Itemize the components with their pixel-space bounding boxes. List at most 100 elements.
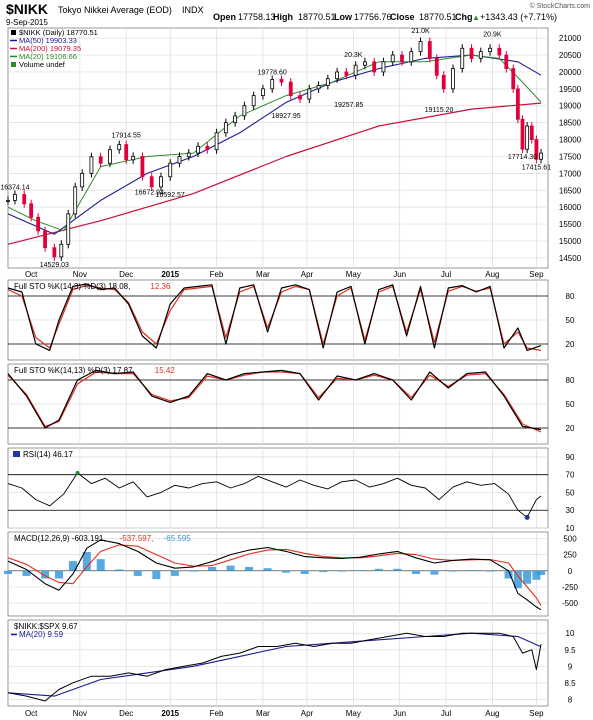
y-tick-label: 9.5 — [564, 646, 576, 655]
stochastic-panel-2: 20 50 80 Full STO %K(14,13) %D(3) 17.87, 15… — [7, 363, 575, 445]
y-tick-label: 10 — [566, 524, 575, 533]
x-axis-label: Aug — [485, 709, 499, 718]
x-axis-label: Aug — [485, 270, 499, 279]
macd-histogram-bar — [467, 570, 476, 571]
y-tick-label: 8.5 — [564, 679, 576, 688]
open-value: 17758.13 — [238, 12, 276, 22]
chart-date: 9-Sep-2015 — [6, 18, 48, 27]
y-tick-label: -250 — [562, 583, 579, 592]
price-bar-body — [270, 79, 275, 90]
y-tick-label: 50 — [566, 316, 575, 325]
macd-line — [7, 539, 542, 611]
macd-histogram-bar — [54, 570, 63, 579]
price-annotation: 16374.14 — [0, 185, 29, 192]
y-tick-label: 20500 — [559, 51, 582, 60]
rsi-oversold-marker — [524, 514, 530, 520]
legend-label-hist: -65.595 — [164, 534, 192, 543]
index-name: Tokyo Nikkei Average (EOD) — [58, 5, 172, 15]
price-annotation: 16672.94 — [135, 189, 164, 196]
x-axis-label: Sep — [529, 709, 544, 718]
y-tick-label: 19500 — [559, 85, 582, 94]
macd-panel: -500 -250 0 250 500 MACD(12,26,9) -603.191, -… — [4, 531, 579, 617]
macd-histogram-bar — [263, 568, 272, 571]
price-bar-body — [140, 156, 145, 178]
price-bar-body — [504, 54, 509, 69]
chart-panels: 14500 15000 15500 16000 16500 17000 17500 18000… — [0, 27, 582, 718]
macd-histogram-bar — [319, 570, 328, 573]
legend-label-rsi: RSI(14) 46.17 — [23, 450, 73, 459]
price-bar-body — [363, 61, 367, 66]
y-tick-label: 30 — [566, 506, 575, 515]
price-bar-body — [515, 88, 520, 120]
macd-histogram-bar — [41, 570, 50, 579]
x-axis-label: Feb — [210, 270, 224, 279]
x-axis-label: May — [346, 270, 361, 279]
price-bar-body — [525, 125, 530, 150]
chg-label: Chg — [455, 12, 473, 22]
price-bar-body — [117, 144, 122, 151]
legend-label-ma20: MA(20) 19106.66 — [19, 52, 77, 61]
low-value: 17756.76 — [354, 12, 392, 22]
price-bar-body — [478, 51, 483, 59]
price-bar-body — [43, 230, 47, 249]
macd-histogram-bar — [68, 561, 77, 571]
x-axis-label: Mar — [256, 709, 270, 718]
price-bar-body — [80, 172, 85, 188]
price-bar-body — [131, 156, 136, 161]
y-tick-label: 500 — [563, 534, 577, 543]
high-value: 18770.51 — [298, 12, 336, 22]
macd-histogram-bar — [393, 568, 402, 571]
price-bar-body — [511, 68, 516, 90]
macd-histogram-bar — [411, 570, 420, 574]
macd-histogram-bar — [504, 570, 513, 579]
macd-histogram-bar — [337, 570, 346, 572]
x-axis-label: Mar — [256, 270, 270, 279]
legend-label-ratio: $NIKK:$SPX 9.67 — [14, 622, 78, 631]
legend-label-ma200: MA(200) 19079.35 — [19, 44, 81, 53]
x-axis-label: May — [346, 709, 361, 718]
y-tick-label: 8 — [568, 695, 573, 704]
macd-histogram-bar — [430, 570, 439, 575]
legend-swatch — [11, 62, 16, 67]
macd-histogram-bar — [189, 570, 198, 572]
price-bar-body — [520, 118, 525, 150]
sto-d-line — [7, 371, 542, 433]
y-tick-label: 16000 — [559, 203, 582, 212]
price-bar-body — [451, 68, 455, 90]
legend-label-macd: MACD(12,26,9) -603.191, — [14, 534, 106, 543]
x-axis-label: Apr — [301, 270, 314, 279]
macd-histogram-bar — [170, 570, 179, 576]
y-tick-label: 19000 — [559, 102, 582, 111]
price-bar-body — [400, 54, 404, 63]
price-bar-body — [168, 162, 173, 178]
price-bar-body — [233, 115, 238, 124]
watermark: © StockCharts.com — [530, 2, 591, 10]
y-tick-label: 50 — [566, 400, 575, 409]
price-bar-body — [344, 71, 349, 76]
legend-label-k: Full STO %K(14,13) %D(3) 17.87, — [14, 366, 135, 375]
macd-histogram-bar — [532, 570, 541, 580]
price-bar-body — [98, 156, 103, 164]
panel-frame — [7, 27, 549, 269]
legend-swatch — [11, 30, 16, 35]
price-bar-body — [214, 132, 219, 151]
price-bar-body — [469, 47, 474, 59]
price-annotation: 21.0K — [411, 28, 430, 35]
ratio-line — [7, 632, 542, 702]
x-axis-label: Jun — [393, 270, 406, 279]
macd-histogram-bar — [374, 568, 383, 571]
x-axis-label: Apr — [301, 709, 314, 718]
price-bar-body — [381, 61, 386, 73]
y-tick-label: 20 — [566, 340, 575, 349]
price-bar-body — [307, 88, 312, 100]
price-annotation: 17415.61 — [522, 164, 551, 171]
price-bar-body — [89, 156, 94, 174]
high-label: High — [273, 12, 293, 22]
price-bar-body — [205, 145, 210, 151]
price-annotation: 19257.85 — [334, 102, 363, 109]
price-bar-body — [66, 213, 71, 245]
price-bar-body — [261, 88, 265, 97]
legend-label-ma50: MA(50) 19903.33 — [19, 36, 77, 45]
price-annotation: 18927.95 — [272, 113, 301, 120]
